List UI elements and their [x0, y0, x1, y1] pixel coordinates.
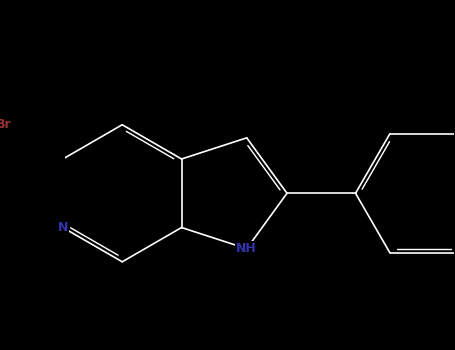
Text: Br: Br: [0, 118, 11, 131]
Text: NH: NH: [236, 242, 257, 255]
Text: N: N: [58, 221, 68, 234]
